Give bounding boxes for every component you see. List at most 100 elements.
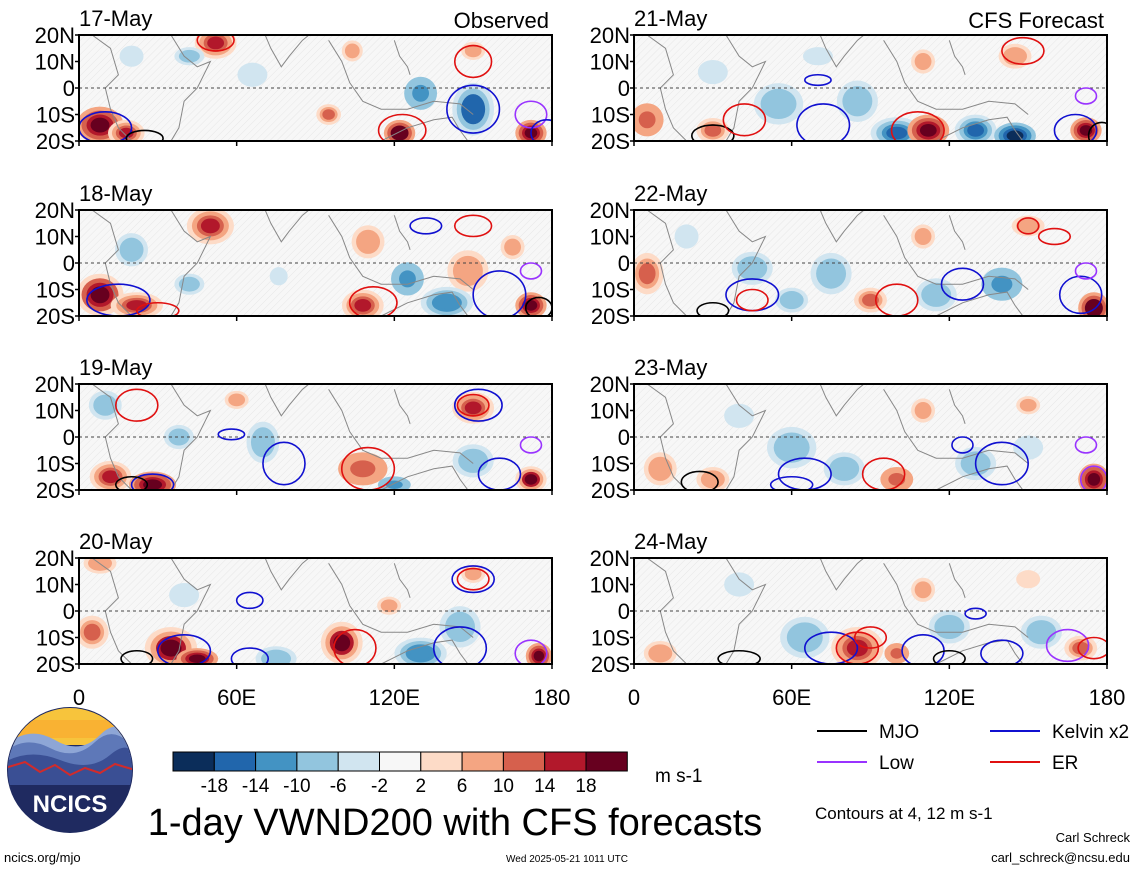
- wave-contour: [696, 301, 730, 316]
- y-tick-label: 20N: [590, 23, 630, 48]
- panel-date: 24-May: [634, 529, 707, 554]
- wave-contour: [262, 441, 306, 486]
- northerly-anomaly: [178, 49, 200, 63]
- southerly-anomaly: [228, 393, 246, 407]
- y-tick-label: 20S: [591, 652, 630, 677]
- panel-date: 22-May: [634, 181, 707, 206]
- southerly-anomaly: [1019, 220, 1037, 232]
- northerly-anomaly: [846, 90, 868, 112]
- colorbar-swatch: [337, 751, 381, 772]
- southerly-anomaly: [914, 402, 932, 419]
- wave-contour: [453, 388, 503, 422]
- colorbar-tick-label: -14: [242, 776, 270, 797]
- legend-label: Kelvin x2: [1052, 722, 1129, 743]
- legend-label: Low: [879, 753, 914, 774]
- y-tick-label: 10S: [36, 626, 75, 651]
- wave-contour: [1074, 262, 1098, 280]
- site-link[interactable]: ncics.org/mjo: [4, 850, 81, 865]
- panel-date: 19-May: [79, 355, 152, 380]
- wave-contour: [1077, 636, 1107, 660]
- y-tick-label: 10S: [591, 278, 630, 303]
- wave-contour: [136, 301, 180, 316]
- y-tick-label: 20N: [590, 198, 630, 223]
- y-tick-label: 10S: [36, 278, 75, 303]
- southerly-anomaly: [143, 479, 163, 490]
- column-header: Observed: [454, 8, 549, 33]
- y-tick-label: 20S: [36, 304, 75, 329]
- panel-date: 18-May: [79, 181, 152, 206]
- wave-contour: [777, 457, 832, 490]
- panel-date: 21-May: [634, 6, 707, 31]
- colorbar-swatch: [172, 751, 215, 772]
- x-tick-label: 180: [1089, 685, 1126, 710]
- southerly-anomaly: [200, 218, 220, 234]
- wave-contour: [1037, 227, 1072, 246]
- southerly-anomaly: [914, 53, 932, 70]
- coastlines: [91, 384, 474, 490]
- units-label: m s-1: [655, 766, 703, 787]
- contour-note: Contours at 4, 12 m s-1: [815, 804, 993, 823]
- southerly-anomaly: [464, 567, 482, 581]
- colorbar-swatch: [379, 751, 422, 772]
- wave-contour: [796, 103, 851, 141]
- wave-contour: [1058, 275, 1103, 315]
- wave-contour: [680, 470, 719, 490]
- northerly-anomaly: [807, 49, 829, 63]
- northerly-anomaly: [728, 407, 750, 425]
- coastlines: [91, 35, 474, 141]
- wave-contour: [890, 111, 945, 141]
- northerly-anomaly: [241, 66, 263, 84]
- y-tick-label: 20S: [591, 478, 630, 503]
- wave-contour: [874, 283, 919, 316]
- colorbar-tick-label: -2: [371, 776, 388, 797]
- y-tick-label: 0: [63, 76, 75, 101]
- northerly-anomaly: [265, 652, 287, 664]
- y-tick-label: 0: [618, 251, 630, 276]
- northerly-anomaly: [464, 98, 482, 120]
- y-tick-label: 10S: [591, 452, 630, 477]
- colorbar-tick-label: -18: [201, 776, 228, 797]
- wave-contour: [86, 283, 151, 316]
- y-tick-label: 10N: [35, 225, 75, 250]
- wave-contour: [217, 428, 246, 441]
- y-tick-label: 20N: [590, 546, 630, 571]
- x-tick-label: 120E: [369, 685, 420, 710]
- northerly-anomaly: [178, 276, 200, 292]
- southerly-anomaly: [504, 238, 521, 256]
- colorbar-swatch: [502, 751, 546, 772]
- southerly-anomaly: [118, 127, 134, 139]
- northerly-anomaly: [833, 460, 855, 478]
- southerly-anomaly: [1019, 398, 1037, 412]
- wave-contour: [951, 436, 974, 454]
- northerly-anomaly: [925, 286, 947, 304]
- wave-contour: [514, 100, 548, 129]
- northerly-anomaly: [1017, 439, 1039, 457]
- wave-contour: [769, 475, 814, 490]
- northerly-anomaly: [741, 259, 763, 277]
- wave-contour: [409, 217, 443, 235]
- wave-contour: [196, 35, 235, 52]
- northerly-anomaly: [783, 293, 801, 307]
- y-tick-label: 20N: [590, 372, 630, 397]
- northerly-anomaly: [702, 63, 724, 81]
- southerly-anomaly: [651, 647, 669, 660]
- southerly-anomaly: [464, 401, 482, 415]
- author: Carl Schreck: [1056, 830, 1131, 845]
- southerly-anomaly: [704, 473, 722, 486]
- colorbar-swatch: [296, 751, 339, 772]
- northerly-anomaly: [678, 228, 695, 245]
- wave-contour: [853, 626, 888, 649]
- y-tick-label: 10N: [35, 399, 75, 424]
- southerly-anomaly: [464, 44, 482, 58]
- y-tick-label: 20S: [36, 478, 75, 503]
- ncics-logo: NCICS: [7, 707, 133, 833]
- wave-contour: [125, 129, 164, 141]
- southerly-anomaly: [1006, 49, 1024, 63]
- wave-contour: [377, 113, 427, 141]
